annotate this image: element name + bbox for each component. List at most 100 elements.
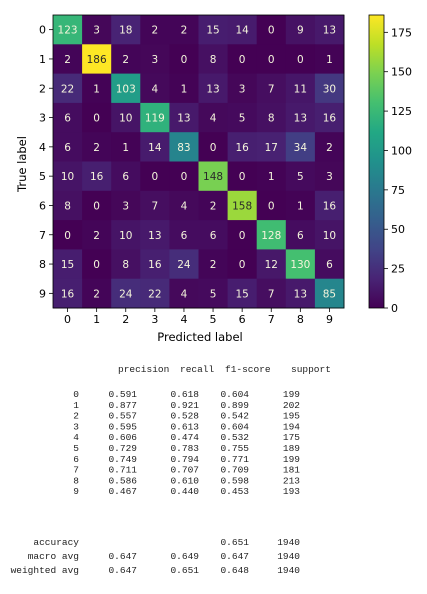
report-summary-support-2: 1940 (277, 565, 300, 576)
cell-value-6-8: 1 (297, 200, 304, 212)
cell-6-1 (82, 190, 112, 221)
cell-6-3 (140, 190, 170, 221)
x-tick-label-4: 4 (180, 313, 187, 326)
cell-5-8 (285, 161, 316, 192)
report-recall-7: 0.707 (170, 465, 199, 476)
cell-3-8 (285, 102, 316, 133)
cell-value-9-3: 22 (148, 288, 161, 300)
x-tick-label-2: 2 (122, 313, 129, 326)
cell-value-9-5: 5 (210, 288, 217, 300)
report-summary-support-0: 1940 (277, 537, 300, 548)
cell-9-0 (53, 278, 83, 309)
report-summary-label-0: accuracy (33, 537, 79, 548)
cell-7-0 (53, 220, 83, 250)
cell-value-7-6: 0 (239, 230, 246, 242)
cell-value-8-4: 24 (177, 259, 191, 271)
cell-0-7 (256, 15, 287, 45)
cell-value-9-4: 4 (181, 288, 188, 300)
cell-2-4 (169, 73, 199, 104)
heatmap-cell-labels: 123 3 18 2 2 15 14 0 9 132 186 2 3 0 8 0 0 0 122 1 103 4 1 13 3 7… (58, 25, 337, 301)
cell-value-8-0: 15 (61, 259, 74, 271)
cell-value-5-1: 16 (90, 171, 104, 183)
cell-5-1 (82, 161, 112, 192)
report-recall-0: 0.618 (170, 389, 199, 400)
cell-5-5 (198, 161, 229, 192)
cell-8-5 (198, 249, 229, 280)
cell-7-7 (256, 220, 287, 250)
cell-7-6 (227, 220, 258, 250)
cell-value-2-1: 1 (93, 83, 100, 95)
report-recall-9: 0.440 (170, 486, 199, 497)
cell-9-6 (227, 278, 258, 309)
cell-6-4 (169, 190, 199, 221)
cell-1-6 (227, 44, 258, 75)
x-tick-label-3: 3 (151, 313, 158, 326)
heatmap-cells (53, 15, 345, 309)
report-support-9: 193 (283, 486, 300, 497)
report-header-support: support (291, 364, 331, 375)
cell-value-2-4: 1 (181, 83, 188, 95)
cell-value-9-1: 2 (93, 288, 100, 300)
cell-value-7-5: 6 (210, 230, 217, 242)
report-summary-f1-0: 0.651 (220, 537, 249, 548)
cell-1-8 (285, 44, 316, 75)
report-row-label-8: 8 (73, 475, 79, 486)
y-tick-label-2: 2 (39, 82, 46, 95)
x-tick-label-0: 0 (64, 313, 71, 326)
report-recall-1: 0.921 (170, 400, 199, 411)
cell-3-9 (314, 102, 345, 133)
x-tick-label-8: 8 (297, 313, 304, 326)
cell-5-4 (169, 161, 199, 192)
cell-value-8-7: 12 (265, 259, 278, 271)
cell-6-9 (314, 190, 345, 221)
cell-2-1 (82, 73, 112, 104)
cell-0-2 (111, 15, 141, 45)
cell-6-0 (53, 190, 83, 221)
report-recall-5: 0.783 (170, 443, 199, 454)
cell-value-7-0: 0 (64, 230, 71, 242)
confusion-matrix-chart: 123 3 18 2 2 15 14 0 9 132 186 2 3 0 8 0 0 0 122 1 103 4 1 13 3 7… (15, 14, 412, 344)
cell-value-4-6: 16 (235, 142, 249, 154)
y-tick-label-3: 3 (39, 112, 46, 125)
colorbar-tick-label-0: 0 (391, 302, 398, 315)
cell-value-6-1: 0 (93, 200, 100, 212)
y-tick-label-0: 0 (39, 24, 46, 37)
cell-value-1-2: 2 (122, 54, 129, 66)
report-support-3: 194 (283, 421, 300, 432)
y-tick-label-5: 5 (39, 170, 46, 183)
cell-2-0 (53, 73, 83, 104)
cell-8-3 (140, 249, 170, 280)
report-summary-precision-1: 0.647 (108, 551, 137, 562)
y-tick-label-6: 6 (39, 199, 46, 212)
cell-value-4-7: 17 (265, 142, 278, 154)
report-recall-6: 0.794 (170, 454, 199, 465)
cell-value-5-6: 0 (239, 171, 246, 183)
report-summary-support-1: 1940 (277, 551, 300, 562)
colorbar-tick-label-150: 150 (391, 66, 412, 79)
cell-9-5 (198, 278, 229, 309)
cell-value-3-8: 13 (294, 113, 307, 125)
cell-6-6 (227, 190, 258, 221)
report-row-label-4: 4 (73, 432, 79, 443)
cell-5-3 (140, 161, 170, 192)
report-summary-label-2: weighted avg (11, 565, 79, 576)
cell-1-4 (169, 44, 199, 75)
cell-value-9-7: 7 (268, 288, 275, 300)
report-recall-3: 0.613 (170, 421, 199, 432)
y-tick-label-1: 1 (39, 53, 46, 66)
cell-4-2 (111, 132, 141, 162)
cell-3-2 (111, 102, 141, 133)
report-row-label-9: 9 (73, 486, 79, 497)
x-tick-label-1: 1 (93, 313, 100, 326)
cell-value-7-3: 13 (148, 230, 161, 242)
cell-9-9 (314, 278, 345, 309)
report-support-4: 175 (283, 432, 300, 443)
cell-value-4-3: 14 (148, 142, 162, 154)
cell-value-0-4: 2 (181, 25, 188, 37)
colorbar: 0 25 50 75 100 125 150 175 (368, 14, 412, 315)
y-axis-label: True label (15, 136, 29, 193)
report-f1-3: 0.604 (220, 421, 249, 432)
cell-4-4 (169, 132, 199, 162)
cell-0-9 (314, 15, 345, 45)
y-tick-label-4: 4 (39, 141, 46, 154)
